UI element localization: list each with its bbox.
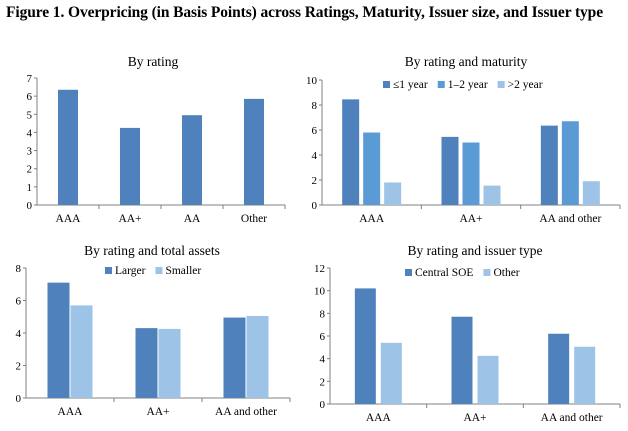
chart-title: By rating and maturity: [405, 54, 528, 69]
y-tick-label: 10: [306, 75, 318, 87]
bar: [451, 316, 473, 404]
y-tick-label: 7: [27, 73, 33, 85]
y-tick-label: 5: [27, 109, 33, 121]
y-tick-label: 12: [314, 263, 325, 275]
x-tick-label: AAA: [366, 412, 392, 424]
legend-label: ≤1 year: [393, 79, 428, 91]
legend-swatch: [497, 81, 505, 88]
y-tick-label: 6: [27, 91, 33, 103]
bar: [477, 355, 499, 404]
x-tick-label: AA and other: [539, 213, 601, 225]
legend-label: Larger: [115, 265, 146, 277]
y-tick-label: 2: [312, 175, 318, 187]
chart-title: By rating and total assets: [84, 243, 220, 258]
x-tick-label: AA+: [463, 412, 486, 424]
bar: [246, 315, 269, 398]
legend-label: Other: [493, 267, 519, 279]
bar: [363, 132, 381, 205]
x-tick-label: AAA: [56, 213, 82, 225]
x-tick-label: Other: [241, 213, 267, 225]
x-tick-label: AA and other: [541, 412, 603, 424]
bar: [182, 115, 202, 205]
bar: [354, 288, 376, 404]
y-tick-label: 2: [27, 164, 33, 176]
bar: [120, 127, 140, 205]
legend-label: Smaller: [165, 265, 201, 277]
y-tick-label: 4: [16, 328, 22, 340]
bar: [244, 98, 264, 205]
bar: [47, 282, 70, 398]
x-tick-label: AAA: [359, 213, 385, 225]
chart-panel-1: By rating 0 1 2 3 4 5 6 7 AAA AA+ AA Other: [27, 54, 286, 225]
bar: [462, 142, 480, 205]
legend-swatch: [105, 267, 112, 274]
y-tick-label: 4: [27, 127, 33, 139]
bar: [574, 346, 596, 404]
bar: [70, 305, 93, 398]
bar: [540, 125, 558, 205]
chart-panel-4: By rating and issuer type 0 2 4 6 8 10 12 AAA AA+…: [314, 243, 621, 424]
legend-label: 1–2 year: [448, 79, 488, 91]
y-tick-label: 4: [320, 354, 326, 366]
y-tick-label: 0: [312, 200, 318, 212]
figure-title: Figure 1. Overpricing (in Basis Points) …: [6, 4, 603, 21]
legend-swatch: [483, 269, 491, 276]
y-tick-label: 8: [16, 263, 22, 275]
bar: [441, 136, 459, 205]
bar: [58, 89, 78, 205]
legend-label: >2 year: [508, 79, 543, 91]
x-tick-label: AA+: [146, 406, 169, 418]
legend-swatch: [405, 269, 412, 276]
legend-swatch: [155, 267, 163, 274]
y-tick-label: 1: [27, 182, 33, 194]
bar: [135, 328, 158, 398]
bar: [561, 121, 579, 205]
y-tick-label: 8: [320, 308, 326, 320]
chart-title: By rating: [128, 54, 179, 69]
y-tick-label: 6: [312, 125, 318, 137]
bar: [342, 99, 360, 205]
bar: [483, 185, 501, 205]
bar: [380, 342, 402, 404]
y-tick-label: 3: [27, 146, 33, 158]
x-tick-label: AA and other: [215, 406, 277, 418]
y-tick-label: 0: [320, 399, 326, 411]
x-tick-label: AA+: [459, 213, 482, 225]
y-tick-label: 0: [16, 393, 22, 405]
chart-panel-2: By rating and maturity 0 2 4 6 8 10 AAA AA+ AA an…: [306, 54, 621, 225]
legend-label: Central SOE: [415, 267, 473, 279]
legend-swatch: [383, 81, 390, 88]
x-tick-label: AAA: [58, 406, 84, 418]
legend-swatch: [437, 81, 445, 88]
x-tick-label: AA: [184, 213, 201, 225]
bar: [158, 328, 181, 398]
y-tick-label: 2: [320, 376, 326, 388]
y-tick-label: 2: [16, 361, 22, 373]
y-tick-label: 6: [16, 296, 22, 308]
bar: [384, 182, 402, 205]
chart-panel-3: By rating and total assets 0 2 4 6 8 AAA AA+ AA …: [16, 243, 291, 418]
chart-title: By rating and issuer type: [408, 243, 543, 258]
y-tick-label: 0: [27, 200, 33, 212]
y-tick-label: 6: [320, 331, 326, 343]
y-tick-label: 4: [312, 150, 318, 162]
bar: [582, 181, 600, 205]
y-tick-label: 8: [312, 100, 318, 112]
bar: [548, 333, 570, 404]
x-tick-label: AA+: [118, 213, 141, 225]
bar: [223, 317, 246, 398]
y-tick-label: 10: [314, 286, 326, 298]
